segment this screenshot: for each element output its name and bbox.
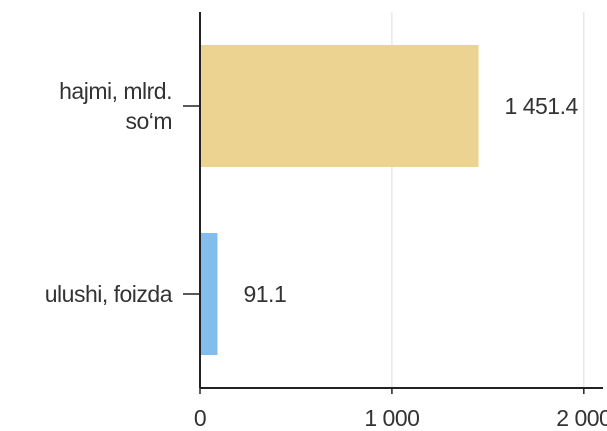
value-label: 91.1 xyxy=(243,281,287,307)
bar xyxy=(200,233,218,355)
y-tick-label: ulushi, foizda xyxy=(44,281,173,307)
x-tick-label: 2 000 xyxy=(556,405,607,431)
bar xyxy=(200,45,479,167)
y-tick-label: hajmi, mlrd. so‘m xyxy=(59,78,172,134)
value-label: 1 451.4 xyxy=(504,93,579,119)
x-tick-label: 0 xyxy=(193,405,207,431)
x-tick-label: 1 000 xyxy=(364,405,420,431)
